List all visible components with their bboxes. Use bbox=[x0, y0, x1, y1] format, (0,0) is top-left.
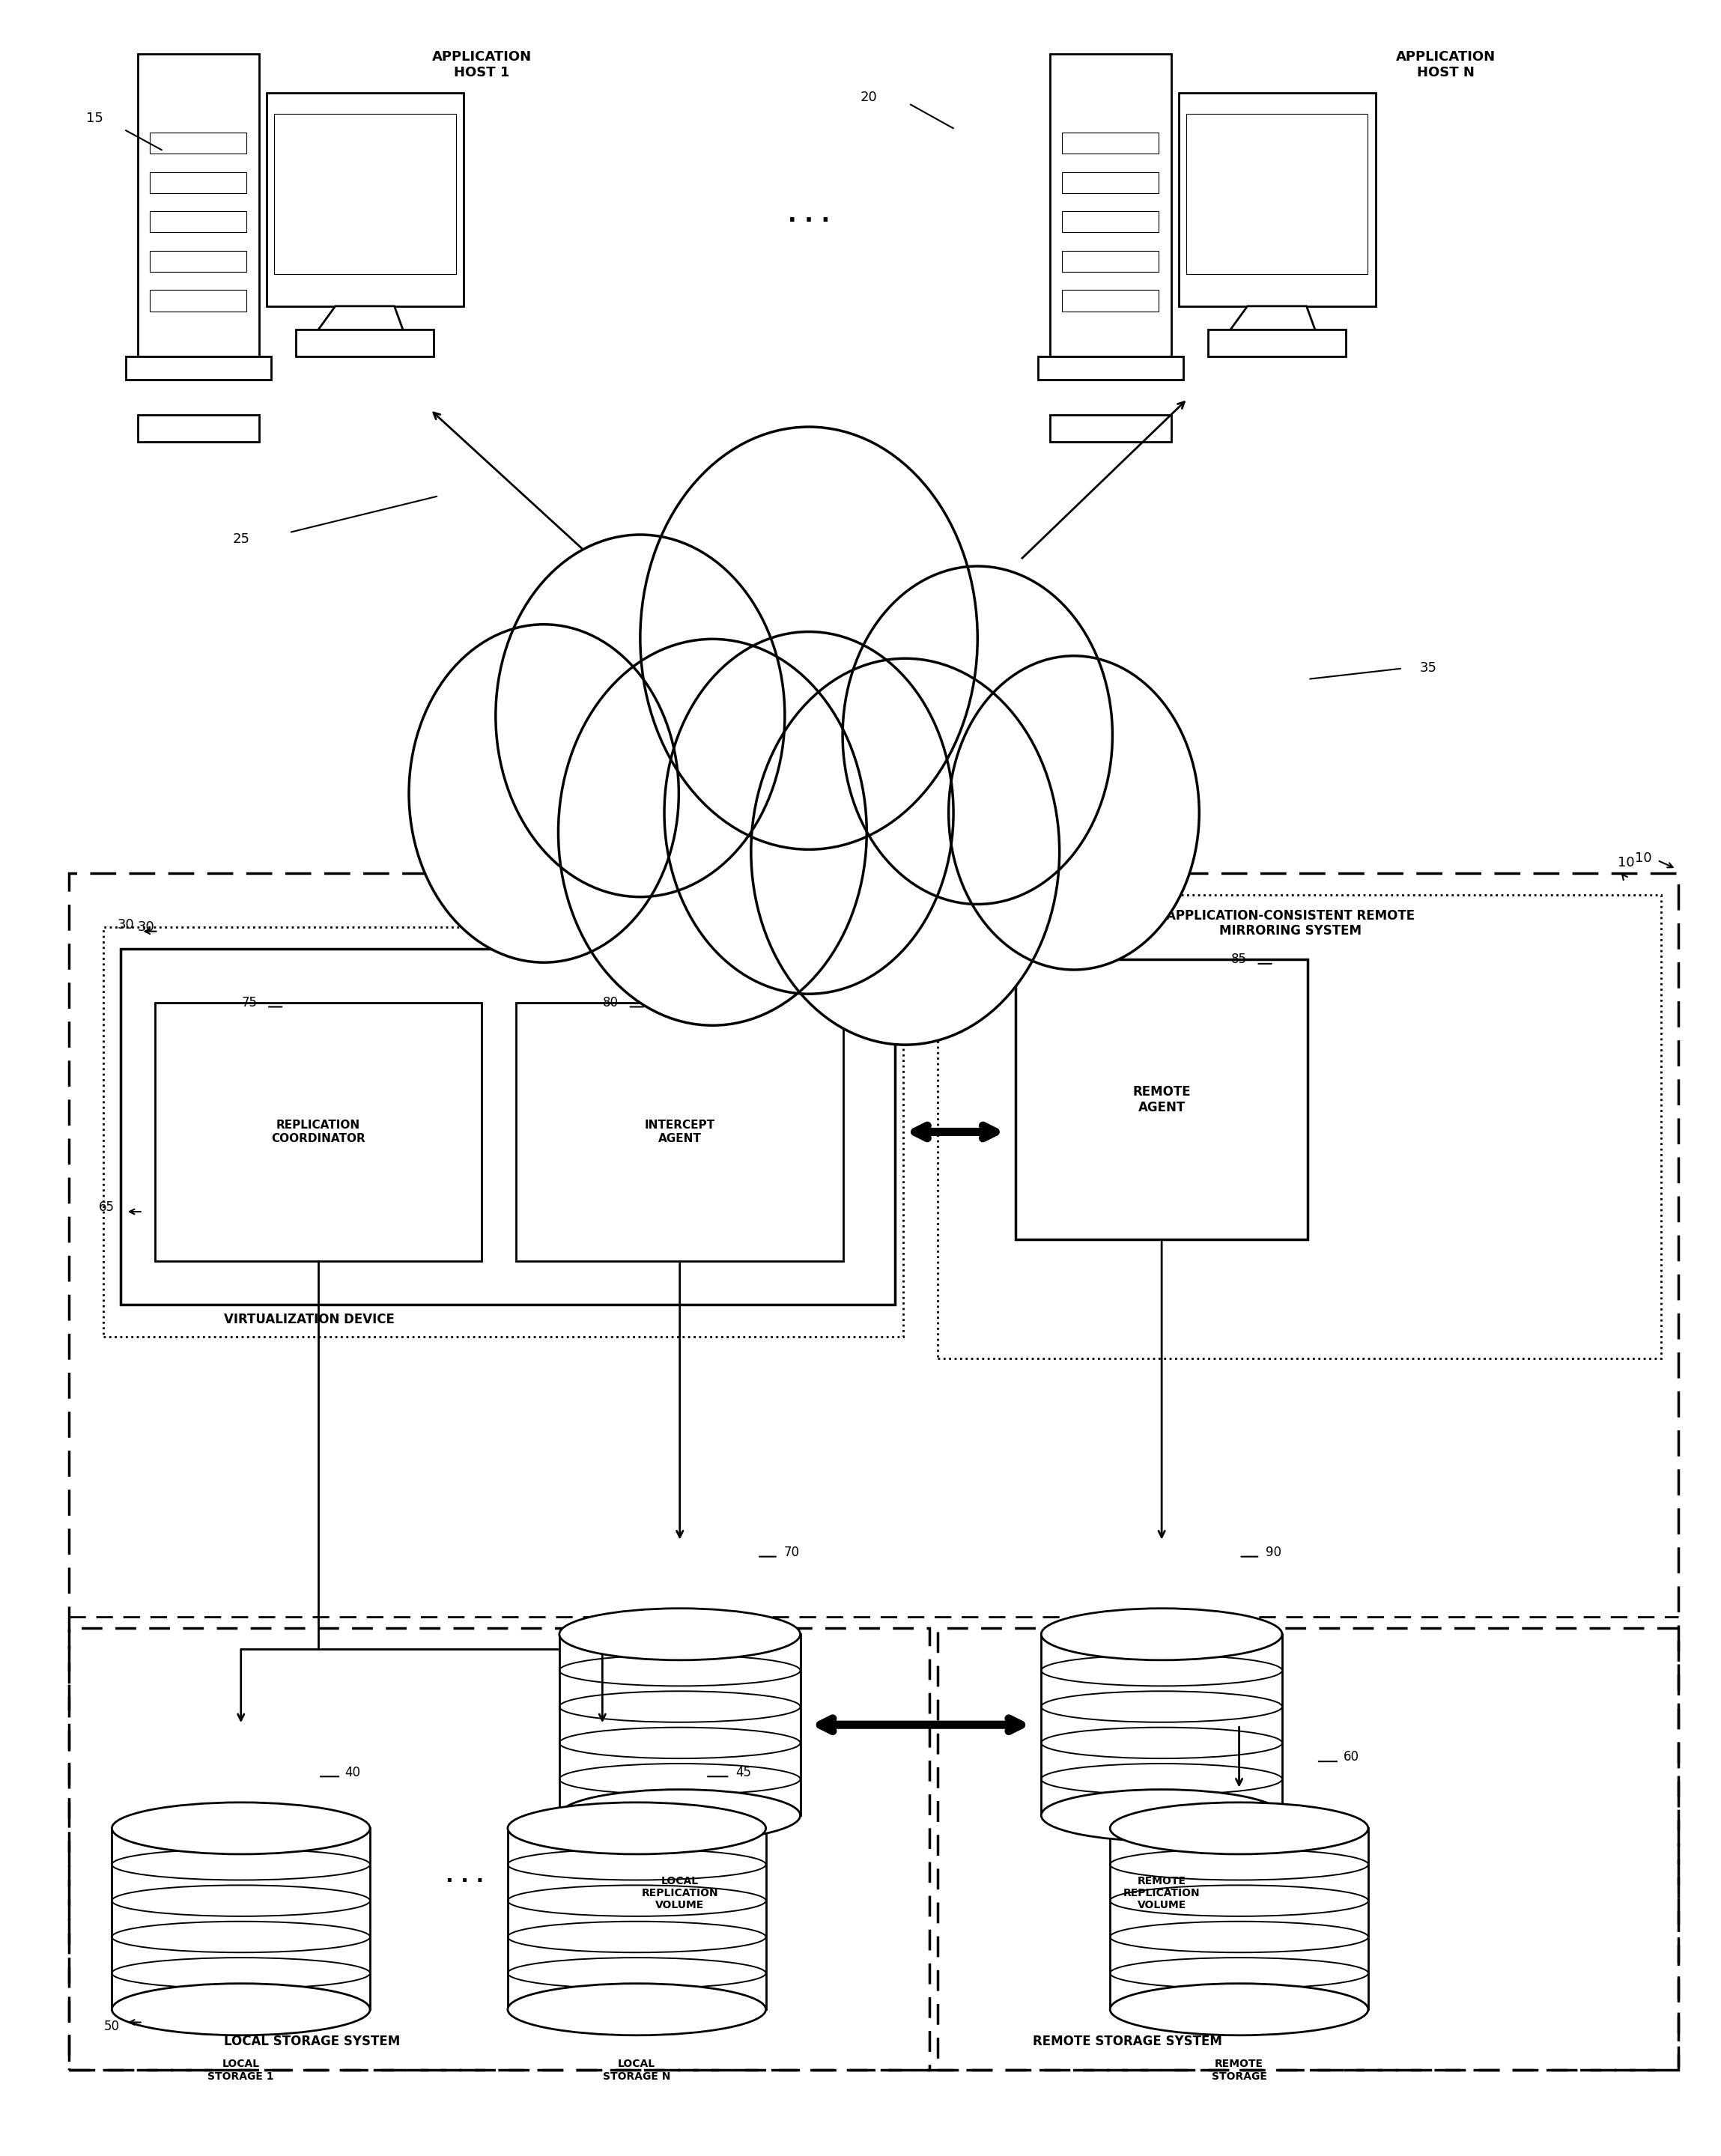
Bar bbox=[150, 250, 246, 272]
Text: 30: 30 bbox=[117, 918, 134, 931]
Bar bbox=[516, 1003, 843, 1261]
Bar bbox=[1050, 414, 1170, 442]
Text: 75: 75 bbox=[241, 996, 258, 1009]
Polygon shape bbox=[315, 306, 404, 334]
Polygon shape bbox=[1227, 306, 1317, 334]
Bar bbox=[1062, 134, 1158, 153]
Circle shape bbox=[558, 638, 867, 1026]
Ellipse shape bbox=[1041, 1608, 1282, 1660]
Bar bbox=[1186, 114, 1368, 274]
Text: 60: 60 bbox=[1342, 1751, 1360, 1764]
Bar bbox=[155, 1003, 482, 1261]
Text: 70: 70 bbox=[783, 1546, 800, 1559]
Bar bbox=[150, 172, 246, 194]
Text: VIRTUALIZATION DEVICE: VIRTUALIZATION DEVICE bbox=[224, 1313, 394, 1326]
Text: 65: 65 bbox=[98, 1201, 115, 1214]
Text: 40: 40 bbox=[344, 1766, 361, 1779]
Text: REPLICATION
COORDINATOR: REPLICATION COORDINATOR bbox=[272, 1119, 365, 1145]
Bar bbox=[150, 134, 246, 153]
Text: 80: 80 bbox=[602, 996, 620, 1009]
Bar bbox=[1062, 211, 1158, 233]
Circle shape bbox=[640, 427, 978, 849]
Text: 20: 20 bbox=[860, 91, 878, 103]
Text: APPLICATION-CONSISTENT REMOTE
MIRRORING SYSTEM: APPLICATION-CONSISTENT REMOTE MIRRORING … bbox=[1167, 910, 1415, 938]
Bar bbox=[296, 330, 434, 356]
Bar bbox=[1110, 1828, 1368, 2009]
Text: 50: 50 bbox=[103, 2020, 120, 2033]
FancyBboxPatch shape bbox=[1179, 93, 1375, 306]
Polygon shape bbox=[472, 502, 1146, 1007]
Circle shape bbox=[948, 655, 1200, 970]
Bar bbox=[1041, 1634, 1282, 1815]
Bar bbox=[1062, 172, 1158, 194]
Text: . . .: . . . bbox=[788, 205, 830, 226]
Ellipse shape bbox=[508, 1802, 766, 1854]
Text: LOCAL STORAGE SYSTEM: LOCAL STORAGE SYSTEM bbox=[224, 2035, 399, 2048]
Text: 55: 55 bbox=[964, 888, 981, 901]
Bar bbox=[1062, 291, 1158, 310]
Bar bbox=[150, 291, 246, 310]
Text: LOCAL
REPLICATION
VOLUME: LOCAL REPLICATION VOLUME bbox=[642, 1876, 718, 1910]
Ellipse shape bbox=[1110, 1802, 1368, 1854]
Text: 35: 35 bbox=[1420, 662, 1437, 675]
Bar bbox=[938, 895, 1661, 1358]
Circle shape bbox=[843, 567, 1112, 903]
Circle shape bbox=[664, 632, 953, 994]
Text: LOCAL
STORAGE N: LOCAL STORAGE N bbox=[602, 2059, 671, 2081]
FancyBboxPatch shape bbox=[1050, 54, 1170, 356]
Bar bbox=[69, 1628, 929, 2070]
Ellipse shape bbox=[112, 1984, 370, 2035]
Ellipse shape bbox=[559, 1789, 800, 1841]
Text: 90: 90 bbox=[1265, 1546, 1282, 1559]
Bar bbox=[150, 211, 246, 233]
Text: REMOTE
REPLICATION
VOLUME: REMOTE REPLICATION VOLUME bbox=[1124, 1876, 1200, 1910]
Text: 45: 45 bbox=[735, 1766, 752, 1779]
Text: REMOTE
STORAGE: REMOTE STORAGE bbox=[1212, 2059, 1267, 2081]
Text: 10: 10 bbox=[1635, 852, 1652, 865]
Text: APPLICATION
HOST N: APPLICATION HOST N bbox=[1396, 50, 1496, 80]
Text: REMOTE
AGENT: REMOTE AGENT bbox=[1132, 1084, 1191, 1115]
Text: APPLICATION
HOST 1: APPLICATION HOST 1 bbox=[432, 50, 532, 80]
Circle shape bbox=[410, 625, 678, 962]
Text: LOCAL
STORAGE 1: LOCAL STORAGE 1 bbox=[208, 2059, 274, 2081]
Circle shape bbox=[750, 658, 1060, 1046]
Ellipse shape bbox=[112, 1802, 370, 1854]
Bar bbox=[126, 356, 270, 379]
Ellipse shape bbox=[1110, 1984, 1368, 2035]
FancyBboxPatch shape bbox=[267, 93, 463, 306]
Text: REMOTE STORAGE SYSTEM: REMOTE STORAGE SYSTEM bbox=[1033, 2035, 1222, 2048]
Text: 85: 85 bbox=[1231, 953, 1248, 966]
Bar bbox=[274, 114, 456, 274]
Text: 30: 30 bbox=[138, 921, 155, 934]
Text: 10: 10 bbox=[1618, 856, 1635, 869]
Bar bbox=[559, 1634, 800, 1815]
Text: 15: 15 bbox=[86, 112, 103, 125]
Circle shape bbox=[496, 535, 785, 897]
Ellipse shape bbox=[508, 1984, 766, 2035]
Bar bbox=[103, 927, 904, 1337]
Ellipse shape bbox=[559, 1608, 800, 1660]
Bar bbox=[1038, 356, 1182, 379]
FancyBboxPatch shape bbox=[138, 54, 258, 356]
Bar bbox=[1062, 250, 1158, 272]
Bar bbox=[1015, 959, 1308, 1240]
Bar bbox=[1208, 330, 1346, 356]
Text: 25: 25 bbox=[232, 533, 250, 545]
Bar bbox=[938, 1628, 1678, 2070]
Bar bbox=[508, 1828, 766, 2009]
Bar bbox=[69, 873, 1678, 2070]
Ellipse shape bbox=[1041, 1789, 1282, 1841]
Bar bbox=[138, 414, 258, 442]
Text: NETWORK: NETWORK bbox=[761, 759, 857, 772]
Text: INTERCEPT
AGENT: INTERCEPT AGENT bbox=[645, 1119, 714, 1145]
Bar bbox=[112, 1828, 370, 2009]
Text: . . .: . . . bbox=[446, 1865, 484, 1886]
Bar bbox=[120, 949, 895, 1304]
